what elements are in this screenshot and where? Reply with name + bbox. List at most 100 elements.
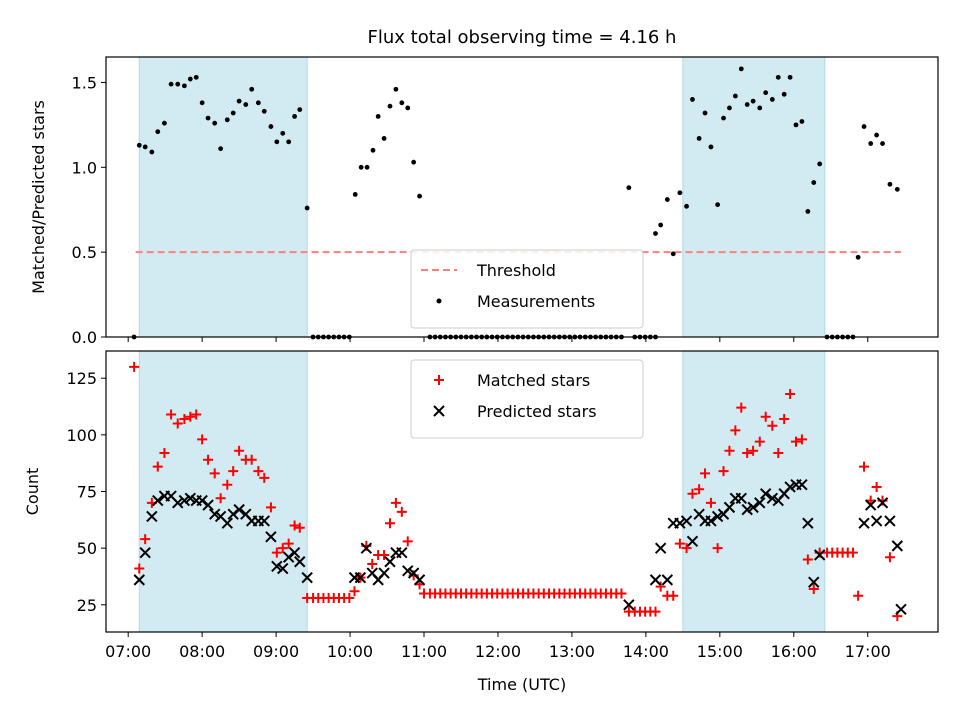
predicted-stars-point [784, 481, 796, 493]
measurements-point [750, 98, 756, 104]
matched-stars-point [191, 409, 202, 420]
predicted-stars-point [209, 508, 221, 520]
measurements-point [653, 231, 658, 236]
measurements-point [274, 139, 280, 145]
measurements-point [224, 117, 230, 123]
matched-stars-point [718, 466, 729, 477]
legend-label-measurements: Measurements [477, 292, 595, 311]
measurements-point [727, 105, 732, 111]
predicted-stars-point [258, 515, 270, 527]
matched-stars-point [754, 436, 765, 447]
predicted-stars-point [202, 499, 214, 511]
measurements-point [199, 100, 205, 106]
x-tick-label: 17:00 [845, 642, 891, 661]
matched-stars-point [209, 468, 220, 479]
matched-stars-point [650, 606, 661, 617]
predicted-stars-point [891, 540, 904, 552]
measurements-point [763, 90, 769, 96]
matched-stars-point [791, 436, 802, 447]
matched-stars-point [668, 590, 679, 601]
predicted-stars-point [378, 567, 390, 579]
measurements-point [690, 97, 695, 102]
predicted-stars-point [876, 497, 889, 509]
measurements-point [887, 181, 893, 187]
predicted-stars-point [747, 501, 759, 514]
measurements-point [399, 100, 405, 106]
x-tick-label: 12:00 [475, 642, 521, 661]
matched-stars-point [694, 484, 705, 495]
matched-stars-point [748, 445, 759, 456]
y-axis-label: Count [23, 468, 42, 516]
legend-swatch-predicted-stars [433, 405, 445, 417]
predicted-stars-point [402, 565, 414, 577]
matched-stars-point [674, 538, 685, 549]
measurements-point [381, 136, 387, 141]
matched-stars-point [185, 411, 196, 422]
measurements-point [297, 107, 303, 113]
matched-stars-point [179, 413, 190, 424]
measurements-point [769, 97, 775, 102]
measurements-point [670, 251, 676, 257]
predicted-stars-point [680, 515, 693, 527]
matched-stars-point [871, 481, 882, 492]
measurements-point [855, 254, 861, 260]
measurements-point [352, 192, 358, 197]
legend: Matched stars Predicted stars [410, 359, 644, 439]
matched-stars-point [736, 402, 747, 413]
matched-stars-point [129, 361, 140, 372]
matched-stars-point [253, 466, 264, 477]
measurements-point [162, 120, 167, 126]
predicted-stars-point [884, 515, 896, 527]
legend-swatch-matched-stars [434, 375, 444, 385]
matched-stars-point [140, 534, 151, 545]
measurements-point [375, 113, 381, 119]
matched-stars-point [687, 488, 698, 499]
x-axis-label: Time (UTC) [477, 675, 566, 694]
measurements-point [658, 222, 664, 228]
predicted-stars-point [649, 574, 662, 586]
measurements-point [181, 83, 187, 89]
axes-frame [105, 56, 939, 338]
measurements-point [268, 124, 274, 129]
measurements-point [286, 139, 292, 145]
predicted-stars-point [858, 517, 870, 529]
matched-stars-point [344, 593, 355, 604]
matched-stars-point [234, 445, 245, 456]
measurements-point [218, 146, 224, 152]
x-tick-label: 13:00 [549, 642, 595, 661]
measurements-point [793, 122, 799, 128]
measurements-point [874, 132, 880, 138]
measurements-point [155, 129, 161, 135]
measurements-point [417, 193, 422, 199]
predicted-stars-point [172, 497, 184, 509]
shaded-interval [138, 56, 308, 338]
predicted-stars-point [413, 574, 426, 586]
measurements-point [370, 147, 376, 153]
y-axis-label: Matched/Predicted stars [29, 100, 48, 294]
measurements-point [304, 205, 310, 211]
predicted-stars-point [221, 517, 233, 529]
matched-stars-point [616, 588, 627, 599]
matched-stars-point [277, 543, 288, 554]
matched-stars-point [259, 472, 270, 483]
measurements-point [292, 113, 297, 119]
matched-stars-point [159, 447, 170, 458]
matched-stars-point [681, 543, 692, 554]
bottom-panel: 25 50 75 100 125 07:00 08:00 09:00 10:00 11:00 12:… [23, 350, 939, 694]
measurements-point [411, 159, 417, 165]
x-tick-label: 14:00 [623, 642, 669, 661]
matched-stars-point [705, 497, 716, 508]
matched-stars-point [134, 563, 145, 574]
shaded-interval [682, 350, 826, 633]
y-tick-label: 75 [77, 483, 97, 502]
legend: Threshold Measurements [410, 249, 644, 329]
measurements-point [708, 144, 714, 150]
matched-stars-point [265, 502, 276, 513]
legend-box [410, 359, 644, 439]
matched-stars-point [779, 413, 790, 424]
matched-stars-point [152, 461, 163, 472]
matched-stars-point [166, 409, 177, 420]
x-tick-label: 08:00 [179, 642, 225, 661]
matched-stars-point [712, 543, 723, 554]
matched-stars-point [767, 420, 778, 431]
